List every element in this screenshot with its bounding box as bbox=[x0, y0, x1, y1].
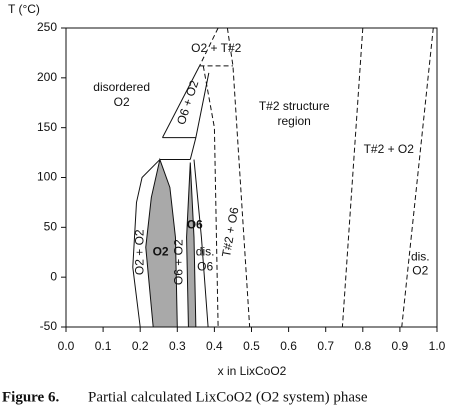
y-tick-label: 150 bbox=[37, 120, 57, 134]
annotation: O6 + O2 bbox=[174, 78, 202, 126]
x-tick-label: 0.4 bbox=[206, 339, 223, 353]
x-tick-label: 0.7 bbox=[317, 339, 334, 353]
y-tick-label: 0 bbox=[50, 269, 57, 283]
annotation: T#2 + O6 bbox=[219, 206, 242, 258]
x-tick-label: 0.5 bbox=[243, 339, 260, 353]
annotation: O2 bbox=[412, 263, 428, 277]
x-tick-label: 0.0 bbox=[58, 339, 75, 353]
plot-frame bbox=[65, 27, 438, 328]
caption-label: Figure 6. bbox=[2, 389, 59, 405]
y-tick-label: 200 bbox=[37, 70, 57, 84]
phase-boundary bbox=[401, 27, 434, 328]
phase-boundary bbox=[162, 65, 201, 138]
annotation: O6 + O2 bbox=[171, 239, 185, 285]
y-tick-label: -50 bbox=[40, 319, 58, 333]
phase-region bbox=[145, 157, 178, 328]
annotation: disordered bbox=[93, 80, 150, 94]
phase-region bbox=[186, 162, 197, 328]
caption: Partial calculated LixCoO2 (O2 system) p… bbox=[88, 389, 368, 405]
x-tick-label: 1.0 bbox=[429, 339, 446, 353]
x-tick-label: 0.6 bbox=[280, 339, 297, 353]
phase-boundary bbox=[202, 65, 219, 328]
annotation: O6 bbox=[187, 218, 203, 232]
y-axis-label: T (°C) bbox=[8, 2, 40, 16]
y-tick-label: 100 bbox=[37, 170, 57, 184]
annotation: dis. bbox=[411, 249, 430, 263]
x-tick-label: 0.9 bbox=[392, 339, 409, 353]
annotation: O2 bbox=[114, 95, 130, 109]
x-tick-label: 0.3 bbox=[169, 339, 186, 353]
phase-boundary bbox=[189, 72, 210, 160]
annotation: O2 + O2 bbox=[132, 229, 146, 275]
annotation: O2 + T#2 bbox=[191, 41, 241, 55]
annotation: O6 bbox=[197, 259, 213, 273]
y-tick-label: 250 bbox=[37, 20, 57, 34]
x-tick-label: 0.1 bbox=[95, 339, 112, 353]
annotation: dis. bbox=[196, 244, 215, 258]
x-tick-label: 0.2 bbox=[132, 339, 149, 353]
phase-boundary bbox=[193, 159, 209, 328]
y-tick-label: 50 bbox=[44, 220, 58, 234]
phase-boundary bbox=[341, 27, 364, 328]
annotation: region bbox=[277, 114, 310, 128]
annotation: T#2 structure bbox=[259, 99, 330, 113]
phase-boundary bbox=[199, 27, 219, 67]
phase-boundary bbox=[132, 159, 161, 328]
phase-boundary bbox=[226, 27, 251, 328]
x-tick-label: 0.8 bbox=[354, 339, 371, 353]
annotation: O2 bbox=[153, 244, 169, 258]
annotation: T#2 + O2 bbox=[364, 142, 415, 156]
x-axis-label: x in LixCoO2 bbox=[218, 364, 287, 378]
